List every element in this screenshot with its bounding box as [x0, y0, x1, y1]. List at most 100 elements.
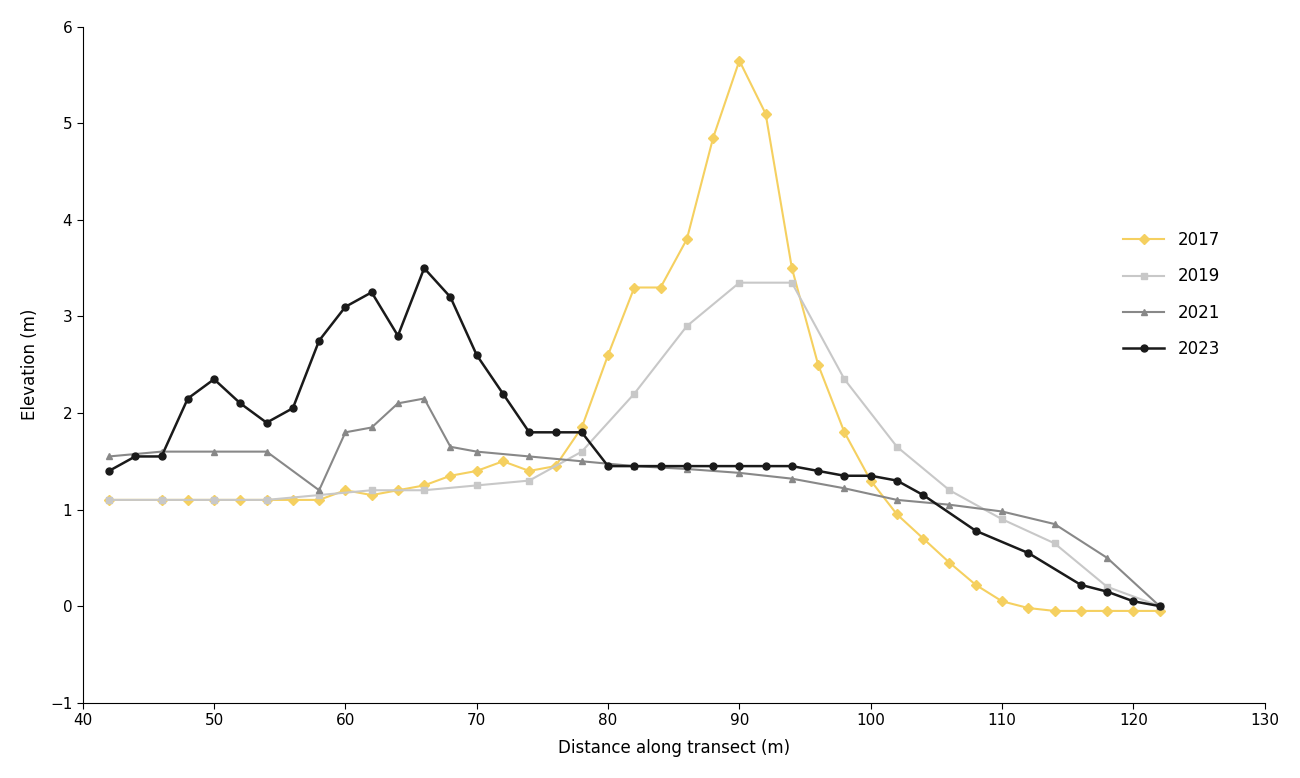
2019 [837, 374, 853, 384]
2021 [1152, 601, 1167, 611]
2021 [311, 485, 326, 495]
2023 [442, 293, 458, 302]
2019 [889, 442, 905, 451]
2021 [364, 422, 380, 432]
2023 [915, 490, 931, 499]
2023 [547, 428, 563, 437]
Line: 2021: 2021 [105, 395, 1164, 610]
2021 [259, 447, 274, 456]
2017 [1152, 606, 1167, 615]
2021 [679, 464, 694, 474]
2023 [784, 461, 800, 471]
2017 [338, 485, 354, 495]
2017 [233, 496, 248, 505]
2017 [101, 496, 117, 505]
2023 [1126, 597, 1141, 606]
2019 [1152, 601, 1167, 611]
2023 [179, 394, 195, 403]
2023 [259, 418, 274, 427]
2023 [285, 404, 300, 413]
2021 [1100, 553, 1115, 562]
2021 [153, 447, 169, 456]
2017 [941, 558, 957, 567]
2017 [627, 283, 642, 293]
2017 [915, 534, 931, 543]
2023 [1072, 580, 1088, 590]
2019 [521, 476, 537, 485]
2019 [416, 485, 432, 495]
2021 [994, 506, 1010, 516]
2017 [390, 485, 406, 495]
2021 [469, 447, 485, 456]
2023 [233, 398, 248, 408]
2017 [889, 510, 905, 519]
2019 [259, 496, 274, 505]
2017 [575, 422, 590, 432]
2023 [311, 336, 326, 345]
2023 [889, 476, 905, 485]
2021 [338, 428, 354, 437]
2017 [207, 496, 222, 505]
2017 [1126, 606, 1141, 615]
2017 [679, 234, 694, 244]
2019 [153, 496, 169, 505]
2023 [863, 471, 879, 481]
2017 [1020, 604, 1036, 613]
2017 [442, 471, 458, 481]
2017 [179, 496, 195, 505]
2017 [810, 360, 826, 370]
2023 [810, 466, 826, 475]
Line: 2019: 2019 [105, 279, 1164, 610]
2021 [1046, 520, 1062, 529]
2023 [1100, 587, 1115, 596]
Line: 2023: 2023 [105, 265, 1164, 610]
2017 [758, 109, 774, 118]
2023 [706, 461, 722, 471]
X-axis label: Distance along transect (m): Distance along transect (m) [558, 739, 790, 757]
Line: 2017: 2017 [105, 57, 1164, 615]
2017 [863, 476, 879, 485]
2023 [575, 428, 590, 437]
2019 [784, 278, 800, 287]
2017 [311, 496, 326, 505]
2023 [416, 264, 432, 273]
2023 [653, 461, 668, 471]
2023 [207, 374, 222, 384]
2017 [1100, 606, 1115, 615]
2023 [1152, 601, 1167, 611]
2021 [784, 474, 800, 483]
2017 [1046, 606, 1062, 615]
2019 [469, 481, 485, 490]
2017 [968, 580, 984, 590]
2017 [601, 350, 616, 359]
2019 [941, 485, 957, 495]
2023 [364, 288, 380, 297]
2017 [706, 133, 722, 142]
2021 [732, 468, 748, 478]
2023 [758, 461, 774, 471]
2017 [416, 481, 432, 490]
2023 [153, 452, 169, 461]
2017 [153, 496, 169, 505]
2021 [416, 394, 432, 403]
2021 [207, 447, 222, 456]
2023 [601, 461, 616, 471]
2019 [627, 389, 642, 398]
2023 [732, 461, 748, 471]
2017 [732, 56, 748, 65]
2019 [1046, 538, 1062, 548]
Legend: 2017, 2019, 2021, 2023: 2017, 2019, 2021, 2023 [1117, 224, 1227, 365]
2019 [311, 490, 326, 499]
2017 [1072, 606, 1088, 615]
2023 [627, 461, 642, 471]
2017 [837, 428, 853, 437]
2017 [521, 466, 537, 475]
2019 [732, 278, 748, 287]
2021 [442, 442, 458, 451]
2017 [994, 597, 1010, 606]
2019 [364, 485, 380, 495]
2017 [364, 490, 380, 499]
2023 [101, 466, 117, 475]
2023 [1020, 548, 1036, 558]
2017 [259, 496, 274, 505]
